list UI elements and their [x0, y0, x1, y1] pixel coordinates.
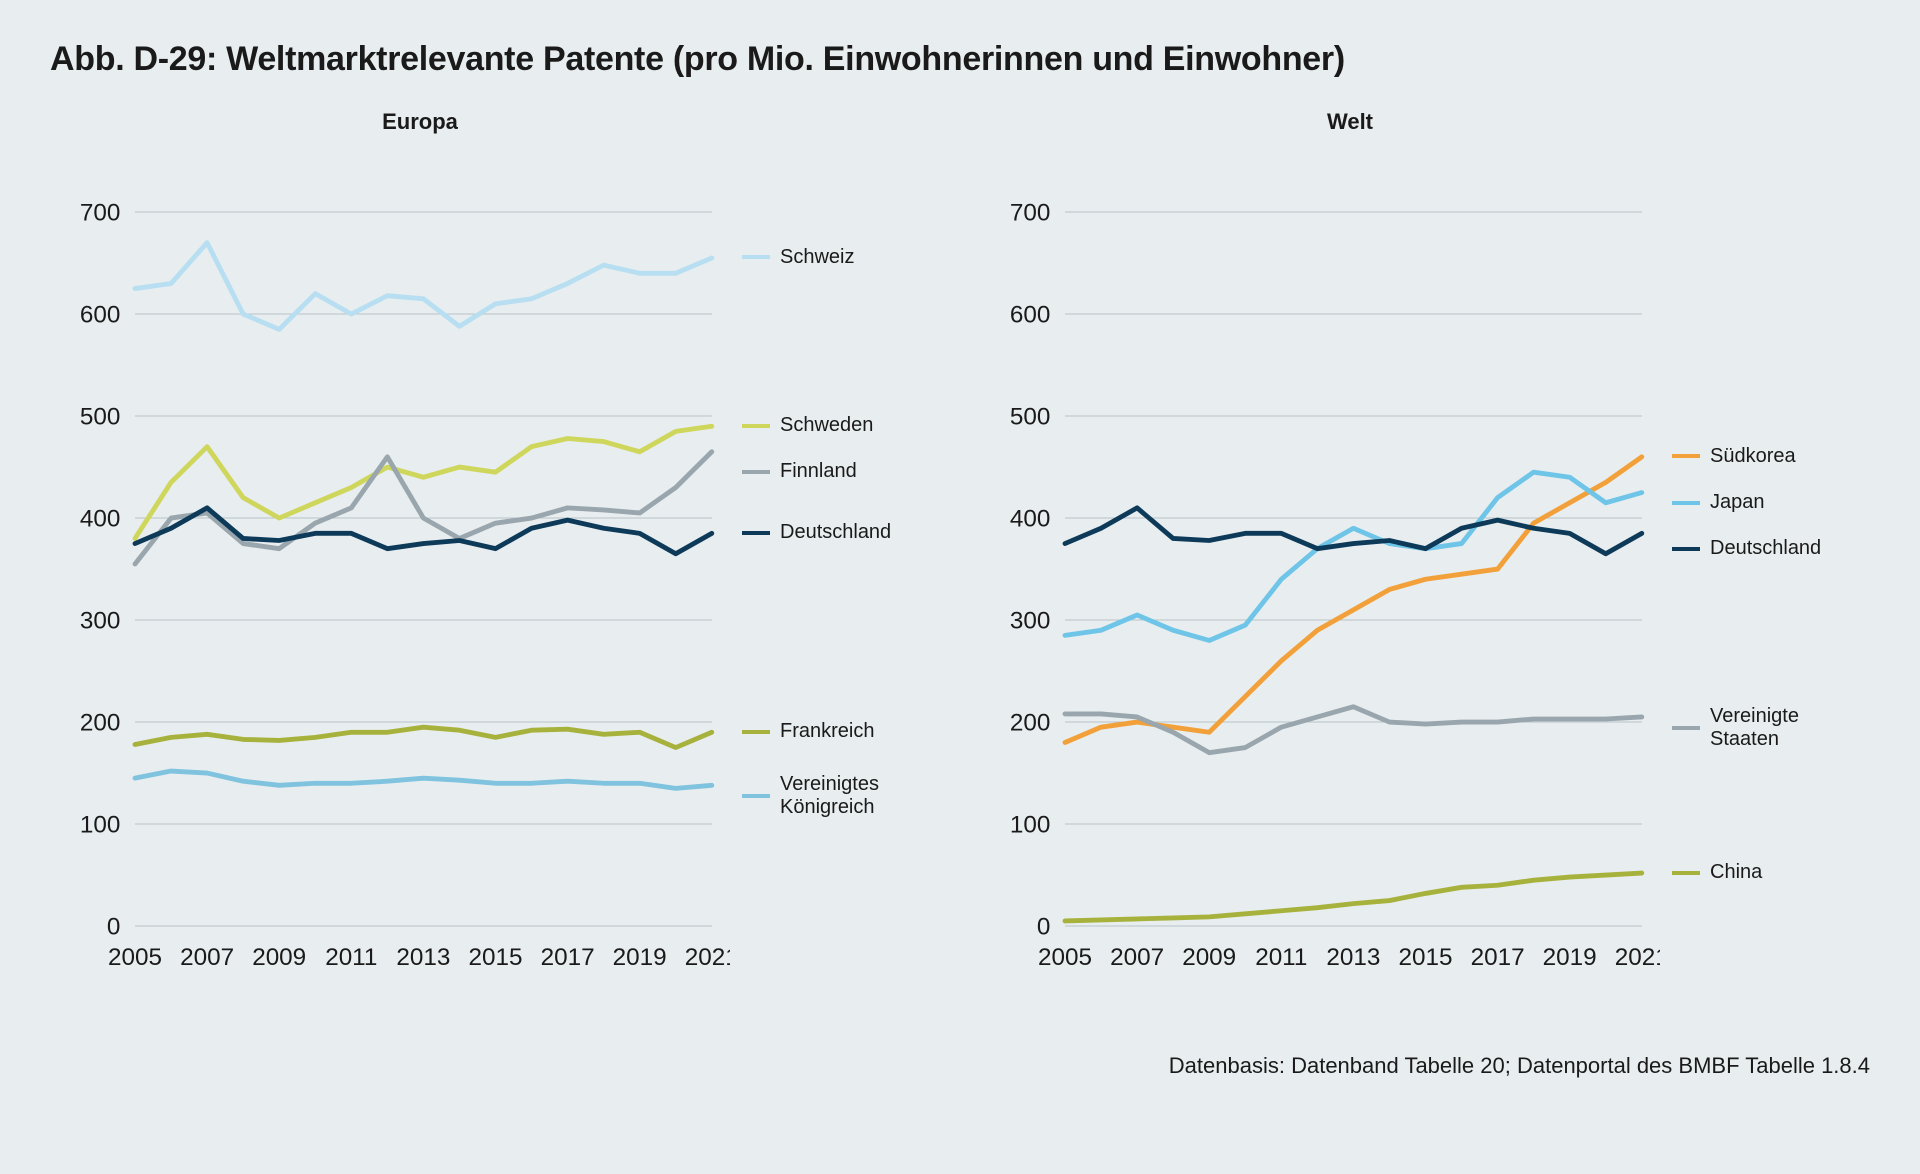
legend-entry: Vereinigte Staaten	[1672, 705, 1870, 751]
legend-europe: Schweiz Schweden Finnland Deutschland Frankr…	[730, 155, 940, 993]
legend-label: Vereinigte Staaten	[1710, 705, 1870, 751]
x-tick-label: 2017	[541, 944, 595, 971]
x-tick-label: 2017	[1471, 944, 1525, 971]
legend-entry: Vereinigtes Königreich	[742, 773, 940, 819]
y-tick-label: 500	[80, 404, 121, 431]
y-tick-label: 0	[1037, 914, 1051, 941]
x-tick-label: 2011	[1255, 944, 1307, 971]
legend-swatch	[1672, 547, 1700, 551]
y-tick-label: 400	[80, 506, 121, 533]
chart-svg-world: 0 100 200 300 400 500 600 700 2005 2007 2009 2011 20…	[980, 155, 1660, 993]
legend-entry: Frankreich	[742, 720, 874, 743]
y-tick-label: 600	[80, 302, 121, 329]
legend-swatch	[742, 470, 770, 474]
legend-label: Schweden	[780, 414, 873, 437]
legend-label: Schweiz	[780, 246, 854, 269]
x-tick-label: 2013	[396, 944, 450, 971]
legend-entry: Deutschland	[1672, 537, 1821, 560]
legend-label: China	[1710, 861, 1762, 884]
y-tick-label: 700	[1010, 200, 1051, 227]
panel-world: Welt 01002003004005006007002005200720092…	[980, 109, 1870, 993]
x-tick-label: 2009	[1182, 944, 1236, 971]
legend-entry: Schweden	[742, 414, 873, 437]
legend-label: Deutschland	[780, 521, 891, 544]
legend-label: Südkorea	[1710, 445, 1796, 468]
series-japan	[1065, 472, 1642, 640]
series-china	[1065, 873, 1642, 921]
plot-europe: 0 100 200 300 400 500 600 700 2005 2007 2009 2011 20…	[50, 155, 730, 993]
source-note: Datenbasis: Datenband Tabelle 20; Datenp…	[50, 1053, 1870, 1079]
series-vereinigtes-königreich	[135, 771, 712, 788]
series-frankreich	[135, 727, 712, 747]
legend-swatch	[742, 531, 770, 535]
y-tick-label: 100	[80, 812, 121, 839]
x-tick-label: 2007	[1110, 944, 1164, 971]
legend-swatch	[742, 794, 770, 798]
series-schweiz	[135, 243, 712, 330]
legend-swatch	[742, 255, 770, 259]
x-tick-label: 2007	[180, 944, 234, 971]
charts-row: Europa 010020030040050060070020052007200…	[50, 109, 1870, 993]
plot-world: 0 100 200 300 400 500 600 700 2005 2007 2009 2011 20…	[980, 155, 1660, 993]
y-tick-label: 0	[107, 914, 121, 941]
legend-swatch	[1672, 871, 1700, 875]
y-tick-label: 200	[80, 710, 121, 737]
legend-entry: Schweiz	[742, 246, 854, 269]
y-tick-label: 700	[80, 200, 121, 227]
legend-entry: Südkorea	[1672, 445, 1796, 468]
x-tick-label: 2015	[1398, 944, 1452, 971]
y-tick-label: 600	[1010, 302, 1051, 329]
x-tick-label: 2005	[1038, 944, 1092, 971]
legend-label: Finnland	[780, 460, 857, 483]
x-tick-label: 2019	[1543, 944, 1597, 971]
legend-swatch	[1672, 726, 1700, 730]
legend-entry: Japan	[1672, 491, 1765, 514]
legend-label: Deutschland	[1710, 537, 1821, 560]
subtitle-world: Welt	[830, 109, 1870, 135]
series-südkorea	[1065, 457, 1642, 743]
legend-swatch	[1672, 501, 1700, 505]
legend-swatch	[1672, 454, 1700, 458]
x-tick-label: 2009	[252, 944, 306, 971]
x-tick-label: 2005	[108, 944, 162, 971]
y-tick-label: 200	[1010, 710, 1051, 737]
legend-entry: Deutschland	[742, 521, 891, 544]
legend-entry: Finnland	[742, 460, 857, 483]
chart-title: Abb. D-29: Weltmarktrelevante Patente (p…	[50, 40, 1870, 79]
x-tick-label: 2015	[468, 944, 522, 971]
x-tick-label: 2013	[1326, 944, 1380, 971]
legend-label: Japan	[1710, 491, 1765, 514]
legend-world: Südkorea Japan Deutschland Vereinigte Staat…	[1660, 155, 1870, 993]
y-tick-label: 400	[1010, 506, 1051, 533]
panel-europe: Europa 010020030040050060070020052007200…	[50, 109, 940, 993]
legend-label: Frankreich	[780, 720, 874, 743]
subtitle-europe: Europa	[0, 109, 940, 135]
y-tick-label: 500	[1010, 404, 1051, 431]
y-tick-label: 300	[1010, 608, 1051, 635]
legend-swatch	[742, 730, 770, 734]
x-tick-label: 2021	[1615, 944, 1660, 971]
x-tick-label: 2019	[613, 944, 667, 971]
x-tick-label: 2021	[685, 944, 730, 971]
legend-label: Vereinigtes Königreich	[780, 773, 940, 819]
y-tick-label: 100	[1010, 812, 1051, 839]
x-tick-label: 2011	[325, 944, 377, 971]
chart-svg-europe: 0 100 200 300 400 500 600 700 2005 2007 2009 2011 20…	[50, 155, 730, 993]
y-tick-label: 300	[80, 608, 121, 635]
legend-swatch	[742, 424, 770, 428]
legend-entry: China	[1672, 861, 1762, 884]
series-vereinigte-staaten	[1065, 707, 1642, 753]
